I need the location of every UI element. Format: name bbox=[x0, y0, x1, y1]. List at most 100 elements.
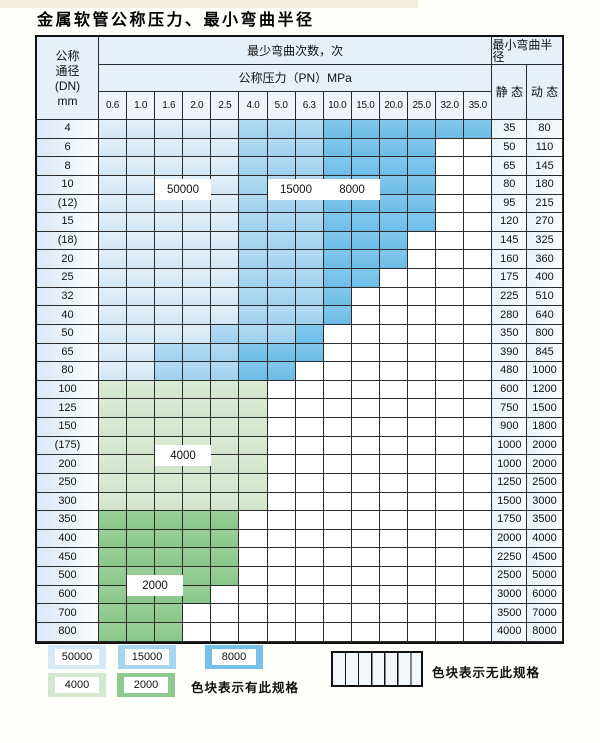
cell-no-spec bbox=[351, 436, 380, 456]
bend-cycles-header: 最少弯曲次数，次 bbox=[99, 37, 493, 65]
cell-no-spec bbox=[379, 604, 409, 623]
cell-no-spec bbox=[351, 622, 380, 642]
legend-swatch-15000: 15000 bbox=[118, 645, 176, 669]
cell-level-50000 bbox=[127, 213, 156, 232]
cell-no-spec bbox=[408, 455, 437, 474]
cell-no-spec bbox=[379, 418, 409, 437]
cell-level-4000 bbox=[239, 418, 268, 437]
dynamic-radius-value: 180 bbox=[527, 175, 563, 195]
cell-level-15000 bbox=[267, 250, 296, 269]
cell-level-8000 bbox=[323, 138, 352, 158]
legend-swatch-label: 4000 bbox=[55, 677, 99, 693]
cell-no-spec bbox=[323, 436, 352, 456]
cell-level-50000 bbox=[99, 231, 128, 251]
cell-level-8000 bbox=[323, 157, 352, 176]
cell-no-spec bbox=[379, 436, 409, 456]
static-radius-value: 3500 bbox=[492, 604, 528, 623]
dn-label: 250 bbox=[37, 473, 99, 493]
cell-level-8000 bbox=[323, 213, 352, 232]
cell-no-spec bbox=[464, 287, 493, 307]
dynamic-radius-value: 360 bbox=[527, 250, 563, 269]
cell-level-4000 bbox=[211, 399, 240, 418]
cell-level-2000 bbox=[211, 567, 240, 586]
dynamic-radius-value: 3000 bbox=[527, 492, 563, 512]
page-edge-strip bbox=[0, 0, 418, 8]
cell-level-50000 bbox=[183, 120, 212, 139]
cell-no-spec bbox=[408, 548, 437, 567]
cell-no-spec bbox=[323, 418, 352, 437]
cell-level-50000 bbox=[211, 250, 240, 269]
legend-swatch-8000: 8000 bbox=[205, 645, 263, 669]
cell-no-spec bbox=[379, 567, 409, 586]
cell-no-spec bbox=[436, 324, 465, 344]
cell-no-spec bbox=[379, 455, 409, 474]
cell-no-spec bbox=[295, 567, 324, 586]
cell-level-50000 bbox=[211, 138, 240, 158]
cell-level-15000 bbox=[239, 194, 268, 214]
static-radius-value: 175 bbox=[492, 269, 528, 288]
cell-level-8000 bbox=[379, 194, 409, 214]
cell-no-spec bbox=[267, 511, 296, 530]
cell-no-spec bbox=[436, 138, 465, 158]
cell-no-spec bbox=[295, 585, 324, 605]
cell-level-2000 bbox=[127, 529, 156, 549]
cell-level-15000 bbox=[267, 231, 296, 251]
static-radius-value: 95 bbox=[492, 194, 528, 214]
cell-level-50000 bbox=[183, 324, 212, 344]
cell-no-spec bbox=[351, 604, 380, 623]
dynamic-radius-value: 800 bbox=[527, 324, 563, 344]
cell-no-spec bbox=[464, 157, 493, 176]
cell-level-50000 bbox=[183, 306, 212, 325]
static-radius-value: 280 bbox=[492, 306, 528, 325]
cell-no-spec bbox=[436, 250, 465, 269]
cell-no-spec bbox=[267, 622, 296, 642]
cell-no-spec bbox=[267, 473, 296, 493]
cell-no-spec bbox=[464, 362, 493, 381]
dn-header-line: mm bbox=[57, 93, 78, 108]
cell-level-8000 bbox=[351, 157, 380, 176]
cell-level-4000 bbox=[239, 399, 268, 418]
cell-level-2000 bbox=[155, 622, 184, 642]
cell-level-15000 bbox=[267, 269, 296, 288]
cell-no-spec bbox=[408, 306, 437, 325]
cell-level-50000 bbox=[211, 194, 240, 214]
static-radius-value: 225 bbox=[492, 287, 528, 307]
cell-level-4000 bbox=[239, 492, 268, 512]
spec-table: 公称 通径 (DN) mm 最少弯曲次数，次 最小弯曲半径 公称压力（PN）MPa 静… bbox=[35, 35, 565, 644]
dynamic-radius-value: 2000 bbox=[527, 455, 563, 474]
cell-level-15000 bbox=[267, 213, 296, 232]
cell-no-spec bbox=[408, 324, 437, 344]
cell-level-2000 bbox=[127, 604, 156, 623]
dynamic-radius-value: 7000 bbox=[527, 604, 563, 623]
cell-no-spec bbox=[379, 269, 409, 288]
cell-no-spec bbox=[295, 511, 324, 530]
dn-header-line: 公称 bbox=[55, 48, 80, 63]
static-radius-value: 120 bbox=[492, 213, 528, 232]
cell-no-spec bbox=[436, 157, 465, 176]
cell-no-spec bbox=[408, 492, 437, 512]
dn-label: 32 bbox=[37, 287, 99, 307]
cell-no-spec bbox=[351, 287, 380, 307]
cell-level-50000 bbox=[99, 120, 128, 139]
cell-level-4000 bbox=[99, 492, 128, 512]
cell-level-8000 bbox=[379, 157, 409, 176]
pressure-tick-5.0: 5.0 bbox=[267, 92, 296, 120]
static-radius-value: 1000 bbox=[492, 455, 528, 474]
cell-level-50000 bbox=[99, 362, 128, 381]
cell-no-spec bbox=[408, 287, 437, 307]
cell-level-15000 bbox=[295, 120, 324, 139]
cell-level-4000 bbox=[183, 492, 212, 512]
cell-level-15000 bbox=[267, 324, 296, 344]
cell-level-4000 bbox=[239, 380, 268, 400]
cell-level-15000 bbox=[295, 213, 324, 232]
dn-label: 15 bbox=[37, 213, 99, 232]
cell-level-50000 bbox=[127, 324, 156, 344]
dn-label: 80 bbox=[37, 362, 99, 381]
region-label-15000: 15000 bbox=[268, 179, 324, 200]
cell-no-spec bbox=[351, 567, 380, 586]
cell-no-spec bbox=[408, 473, 437, 493]
cell-no-spec bbox=[351, 380, 380, 400]
dynamic-radius-value: 510 bbox=[527, 287, 563, 307]
cell-level-50000 bbox=[127, 138, 156, 158]
cell-level-4000 bbox=[183, 380, 212, 400]
